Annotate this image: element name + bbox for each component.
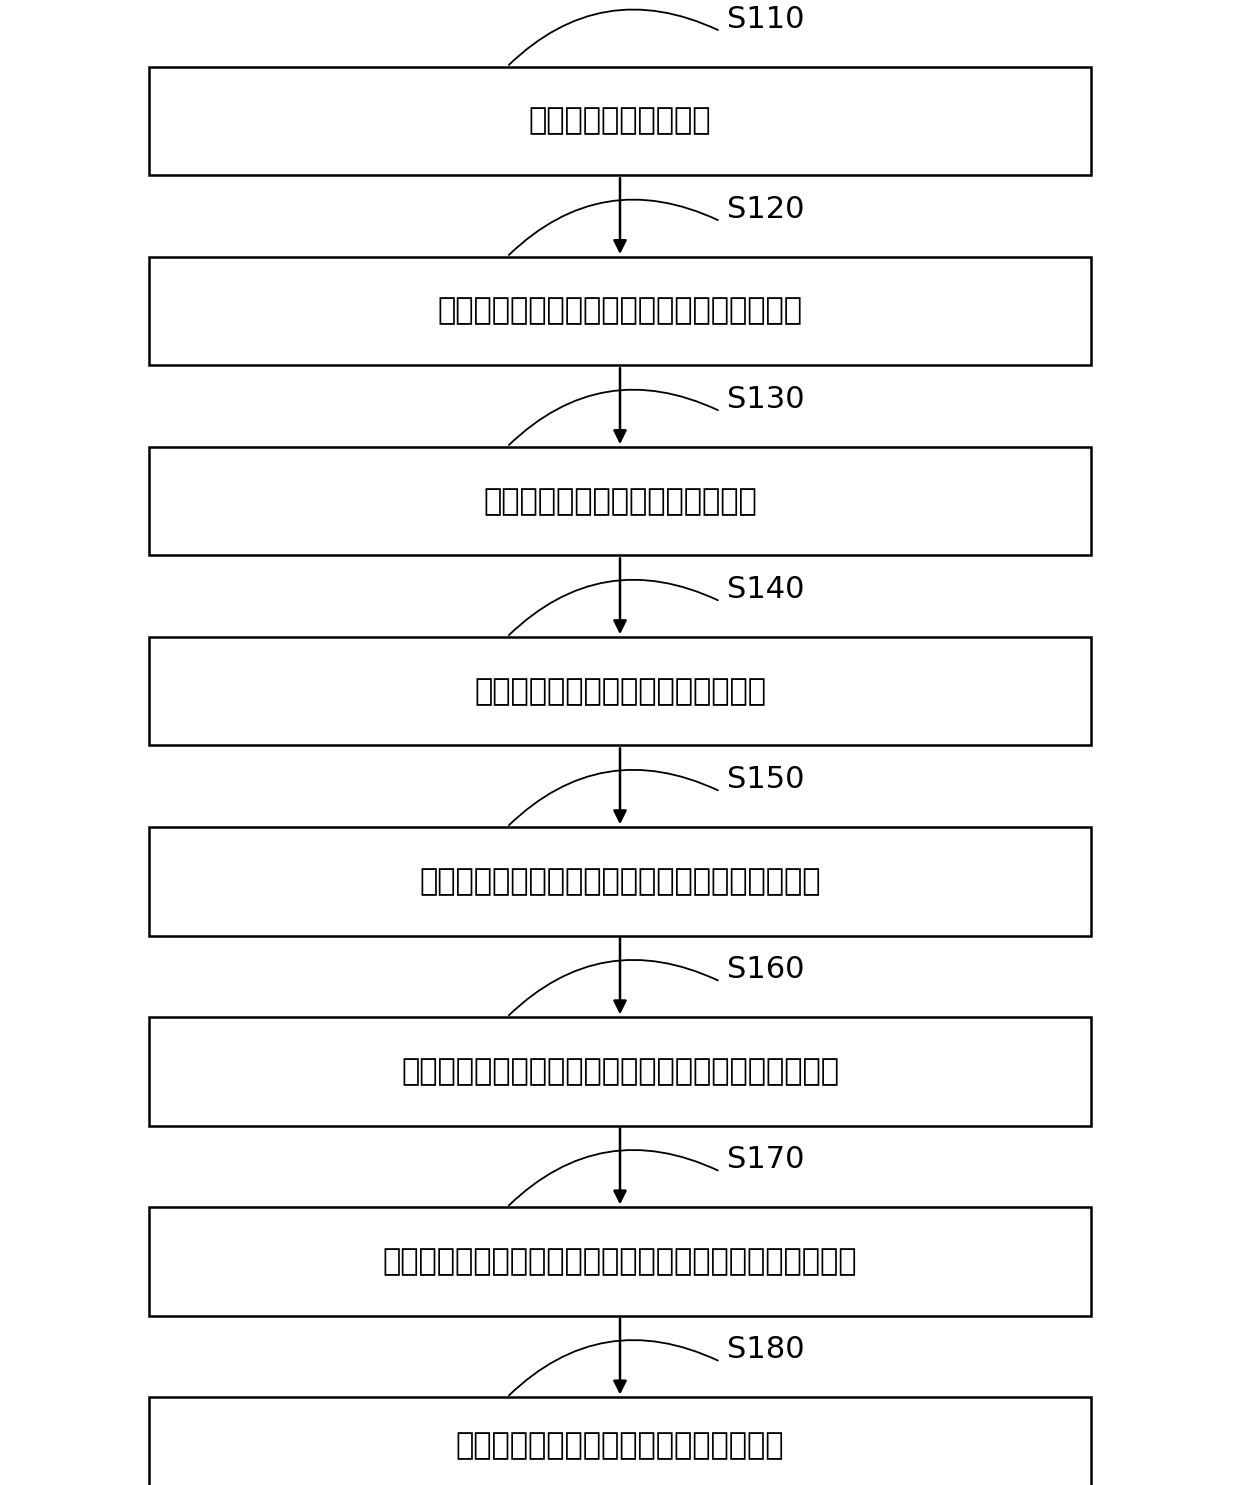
Text: S120: S120 xyxy=(727,195,804,224)
Text: S170: S170 xyxy=(727,1145,804,1175)
Text: 在第一导电类型衬底上形成第二导电类型埋层: 在第一导电类型衬底上形成第二导电类型埋层 xyxy=(438,297,802,325)
Bar xyxy=(149,1397,1091,1485)
Text: 在外延层上进行侧墙介质层淀积工艺和侧墙介质层刻蚀工艺: 在外延层上进行侧墙介质层淀积工艺和侧墙介质层刻蚀工艺 xyxy=(383,1247,857,1276)
Text: S140: S140 xyxy=(727,575,804,604)
Bar xyxy=(149,637,1091,745)
Text: S160: S160 xyxy=(727,955,804,985)
Text: 在第二导电类型埋层上形成外延层: 在第二导电类型埋层上形成外延层 xyxy=(484,487,756,515)
Bar xyxy=(149,1017,1091,1126)
Bar xyxy=(149,257,1091,365)
Bar xyxy=(149,67,1091,175)
Text: 在外延层上进行齐纳注入工艺以形成第二导电类型体区: 在外延层上进行齐纳注入工艺以形成第二导电类型体区 xyxy=(401,1057,839,1086)
Text: 在外延层上进行多晶硅淀积工艺和多晶硅刻蚀工艺: 在外延层上进行多晶硅淀积工艺和多晶硅刻蚀工艺 xyxy=(419,867,821,895)
Text: 在外延层上形成多个场氧化隔离结构: 在外延层上形成多个场氧化隔离结构 xyxy=(474,677,766,705)
Text: S110: S110 xyxy=(727,4,804,34)
Text: 在外延层上进行漏源注入工艺以形成第一: 在外延层上进行漏源注入工艺以形成第一 xyxy=(456,1430,784,1460)
Bar xyxy=(149,1207,1091,1316)
Text: S130: S130 xyxy=(727,385,805,414)
Text: S150: S150 xyxy=(727,765,804,794)
Bar xyxy=(149,447,1091,555)
Bar xyxy=(149,827,1091,936)
Text: S180: S180 xyxy=(727,1335,805,1365)
Text: 提供第一导电类型衬底: 提供第一导电类型衬底 xyxy=(528,107,712,135)
